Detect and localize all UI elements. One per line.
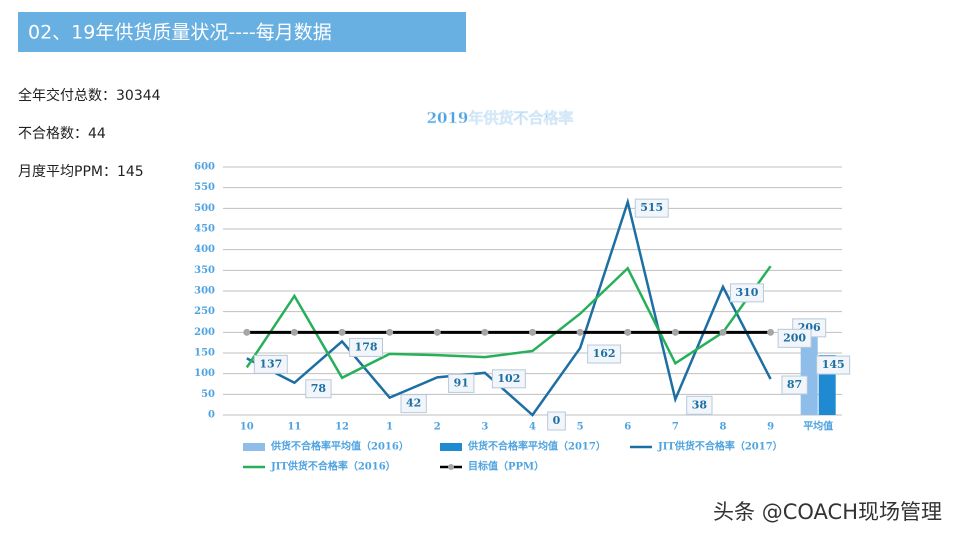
line-marker <box>529 328 536 336</box>
legend-label: JIT供货不合格率（2016） <box>270 460 396 473</box>
x-tick-label: 7 <box>672 422 679 433</box>
data-label-box <box>253 354 288 374</box>
watermark: 头条 @COACH现场管理 <box>713 500 942 524</box>
data-label: 42 <box>406 397 421 410</box>
data-label: 0 <box>553 414 561 427</box>
data-label-box <box>686 395 713 415</box>
line-marker <box>671 328 679 336</box>
legend-label: JIT供货不合格率（2017） <box>657 440 783 453</box>
data-label: 102 <box>497 372 520 385</box>
data-label: 78 <box>311 382 327 395</box>
data-label-box <box>816 355 851 375</box>
data-label-box <box>781 375 808 395</box>
legend-swatch <box>440 443 462 451</box>
x-tick-label: 2 <box>434 422 441 433</box>
data-label: 310 <box>735 286 758 299</box>
data-label-box <box>305 379 332 399</box>
data-label: 38 <box>692 398 708 411</box>
data-label: 137 <box>259 357 282 370</box>
y-tick-label: 100 <box>194 368 215 379</box>
x-tick-label: 6 <box>624 422 631 433</box>
x-tick-label: 5 <box>577 422 584 433</box>
y-tick-label: 600 <box>194 162 215 173</box>
data-label-box <box>547 411 566 431</box>
x-tick-label: 12 <box>335 422 349 433</box>
data-label-box <box>729 283 764 303</box>
line-marker <box>243 328 251 336</box>
stat: 不合格数：44 <box>18 126 106 142</box>
line-marker <box>576 328 584 336</box>
legend-marker <box>448 464 454 470</box>
data-label-box <box>349 337 384 357</box>
x-tick-label: 9 <box>767 422 774 433</box>
y-tick-label: 200 <box>194 327 215 338</box>
data-label: 87 <box>787 378 802 391</box>
line-marker <box>338 328 346 336</box>
x-tick-label: 8 <box>719 422 726 433</box>
line-marker <box>433 328 441 336</box>
legend-label: 供货不合格率平均值（2017） <box>467 440 606 453</box>
legend-label: 目标值（PPM） <box>468 460 544 473</box>
data-label: 515 <box>640 201 663 214</box>
x-tick-label: 4 <box>529 422 536 433</box>
line-marker <box>386 328 394 336</box>
data-label-box <box>777 328 812 348</box>
x-tick-label: 3 <box>481 422 488 433</box>
y-tick-label: 250 <box>194 306 215 317</box>
line-marker <box>481 328 489 336</box>
data-label-box <box>491 369 526 389</box>
data-label: 91 <box>454 376 469 389</box>
x-tick-label: 平均值 <box>803 420 833 433</box>
y-tick-label: 550 <box>194 182 215 193</box>
data-label: 200 <box>783 331 806 344</box>
y-tick-label: 0 <box>208 410 215 421</box>
data-label: 162 <box>593 347 616 360</box>
header-bar <box>18 12 466 52</box>
line <box>245 265 772 380</box>
data-label-box <box>400 394 427 414</box>
data-label-box <box>587 344 622 364</box>
legend-swatch <box>243 443 265 451</box>
stat: 月度平均PPM：145 <box>18 164 144 180</box>
line-marker <box>624 328 632 336</box>
y-tick-label: 350 <box>194 265 215 276</box>
line-marker <box>290 328 298 336</box>
header-title: 02、19年供货质量状况----每月数据 <box>28 22 332 44</box>
x-tick-label: 11 <box>287 422 301 433</box>
data-label: 145 <box>822 358 845 371</box>
y-tick-label: 300 <box>194 286 215 297</box>
x-tick-label: 1 <box>386 422 393 433</box>
y-tick-label: 150 <box>194 348 215 359</box>
line-marker <box>719 328 727 336</box>
chart-title: 2019年供货不合格率 <box>427 109 574 127</box>
stat: 全年交付总数：30344 <box>18 87 161 104</box>
y-tick-label: 500 <box>194 203 215 214</box>
y-tick-label: 400 <box>194 244 215 255</box>
line-marker <box>767 328 775 336</box>
legend-label: 供货不合格率平均值（2016） <box>270 440 409 453</box>
data-label: 178 <box>355 340 378 353</box>
data-label-box <box>448 373 475 393</box>
y-tick-label: 50 <box>201 389 215 400</box>
x-tick-label: 10 <box>240 422 254 433</box>
line <box>246 197 772 417</box>
data-label-box <box>634 198 669 218</box>
y-tick-label: 450 <box>194 224 215 235</box>
